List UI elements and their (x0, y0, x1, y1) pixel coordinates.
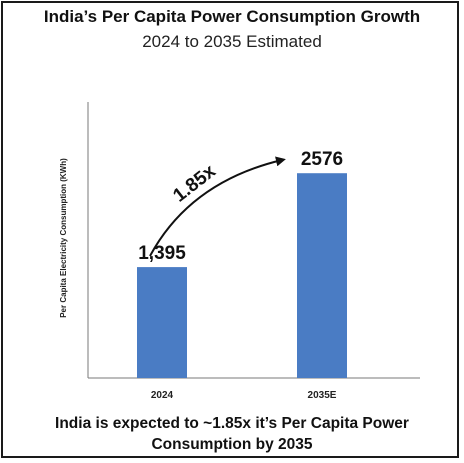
chart-title: India’s Per Capita Power Consumption Gro… (43, 7, 421, 26)
growth-annotation: 1.85x (169, 160, 220, 206)
data-label-2035e: 2576 (301, 149, 343, 170)
chart-subtitle: 2024 to 2035 Estimated (142, 32, 322, 51)
footer-caption: India is expected to ~1.85x it’s Per Cap… (0, 413, 464, 455)
x-tick-label-2024: 2024 (151, 390, 174, 401)
y-axis-label: Per Capita Electricity Consumption (KWh) (59, 158, 68, 318)
chart-frame (1, 1, 459, 458)
footer-line-1: India is expected to ~1.85x it’s Per Cap… (55, 415, 409, 432)
bar-2035e (297, 173, 347, 378)
bar-2024 (137, 267, 187, 378)
data-label-2024: 1,395 (138, 243, 186, 264)
growth-arrow (149, 156, 286, 257)
footer-line-2: Consumption by 2035 (151, 436, 313, 453)
x-tick-label-2035e: 2035E (308, 390, 337, 401)
